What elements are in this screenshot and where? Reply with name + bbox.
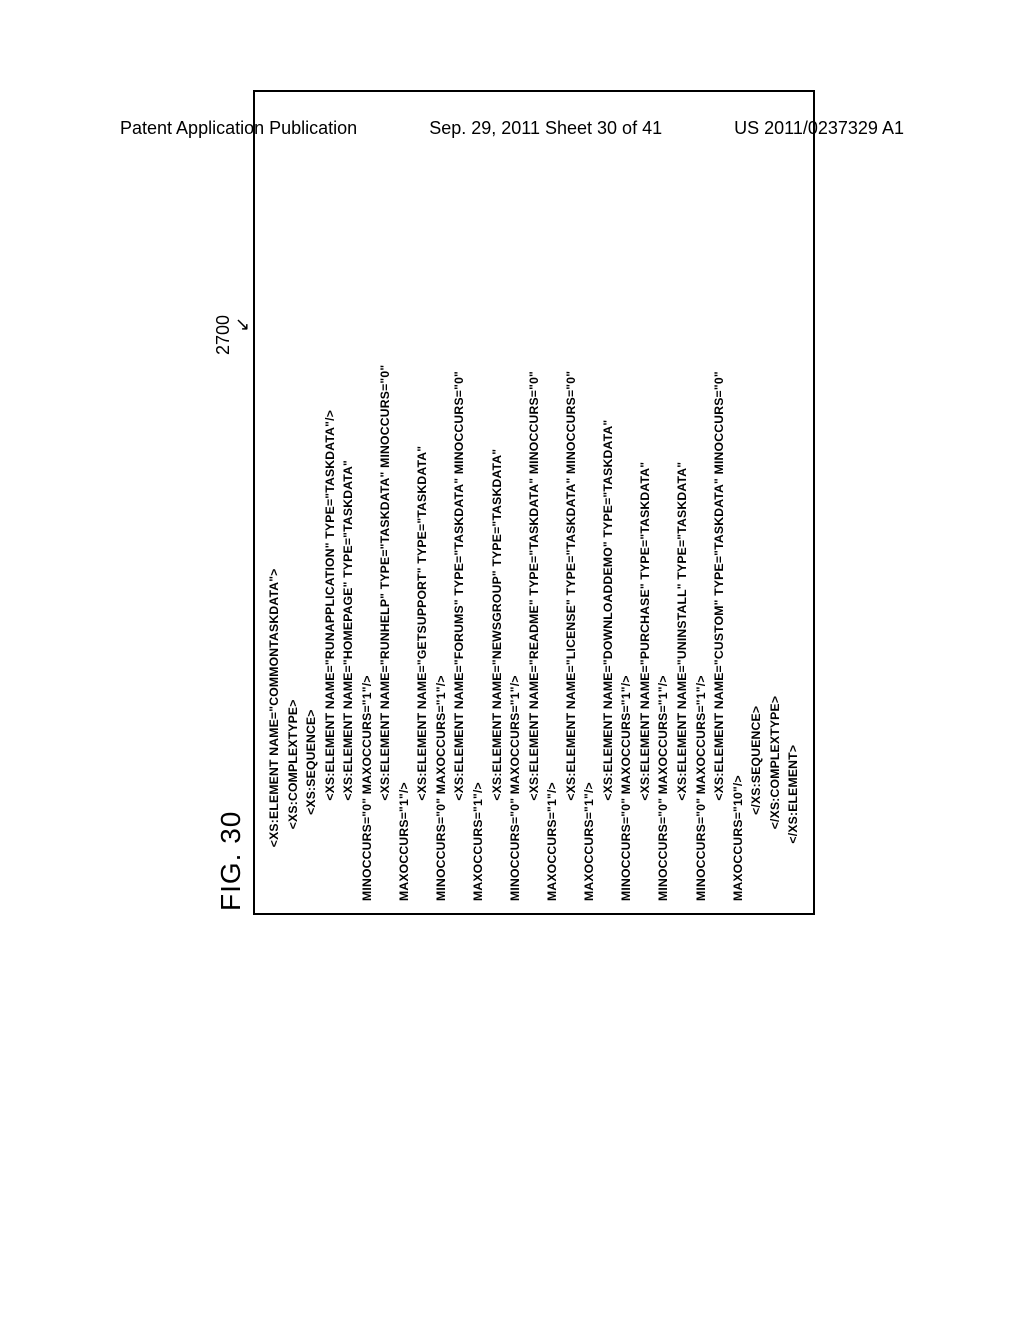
xml-code-listing: <XS:ELEMENT NAME="COMMONTASKDATA"> <XS:C… (253, 90, 815, 915)
figure-arrow-icon: ↙ (233, 317, 251, 332)
page: Patent Application Publication Sep. 29, … (0, 0, 1024, 1320)
figure-label: FIG. 30 (215, 55, 247, 911)
figure-container: FIG. 30 2700 ↙ <XS:ELEMENT NAME="COMMONT… (215, 55, 885, 915)
figure-reference-number: 2700 (213, 315, 234, 355)
